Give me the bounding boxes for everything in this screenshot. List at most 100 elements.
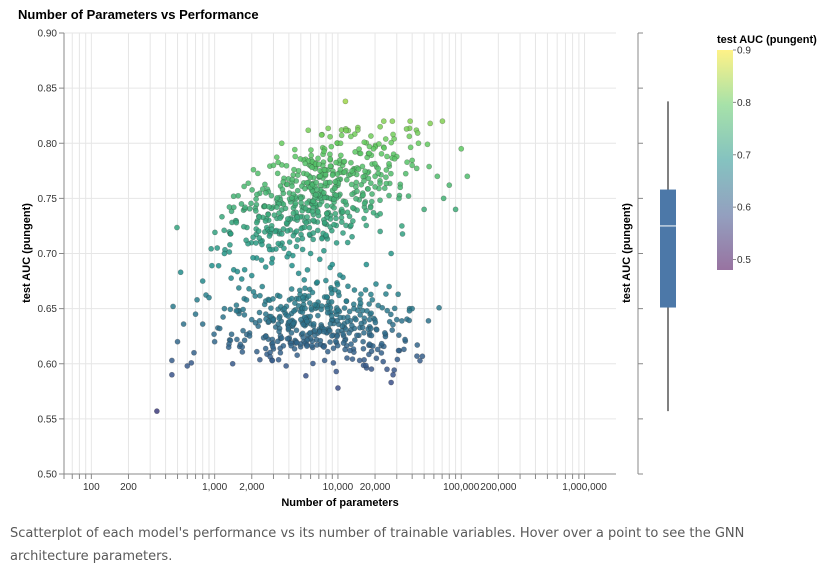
scatter-point[interactable] <box>391 367 398 373</box>
scatter-point[interactable] <box>306 300 313 306</box>
scatter-point[interactable] <box>440 195 447 202</box>
scatter-point[interactable] <box>326 179 333 186</box>
scatter-point[interactable] <box>321 328 327 335</box>
scatter-point[interactable] <box>276 328 282 335</box>
scatter-point[interactable] <box>310 320 317 327</box>
scatter-point[interactable] <box>341 169 348 176</box>
scatter-point[interactable] <box>332 178 339 185</box>
scatter-point[interactable] <box>362 286 369 293</box>
scatter-point[interactable] <box>390 131 396 138</box>
scatter-point[interactable] <box>360 345 367 352</box>
scatter-point[interactable] <box>252 208 259 214</box>
scatter-point[interactable] <box>300 321 307 328</box>
scatter-point[interactable] <box>317 337 324 344</box>
scatter-point[interactable] <box>417 357 423 364</box>
scatter-point[interactable] <box>406 317 413 324</box>
scatter-point[interactable] <box>280 226 287 232</box>
scatter-point[interactable] <box>386 160 392 167</box>
scatter-point[interactable] <box>227 241 233 248</box>
scatter-point[interactable] <box>240 223 247 230</box>
scatter-point[interactable] <box>388 250 395 257</box>
scatter-point[interactable] <box>405 193 412 199</box>
scatter-point[interactable] <box>368 198 375 205</box>
scatter-point[interactable] <box>170 303 176 310</box>
scatter-point[interactable] <box>302 305 309 312</box>
scatter-point[interactable] <box>330 345 337 352</box>
scatter-point[interactable] <box>388 379 395 386</box>
scatter-point[interactable] <box>354 188 360 195</box>
scatter-point[interactable] <box>268 305 274 312</box>
scatter-point[interactable] <box>233 219 240 226</box>
scatter-point[interactable] <box>366 150 373 157</box>
scatter-point[interactable] <box>375 302 382 309</box>
scatter-point[interactable] <box>351 305 357 312</box>
scatter-point[interactable] <box>396 195 402 202</box>
scatter-point[interactable] <box>349 233 355 240</box>
scatter-point[interactable] <box>320 247 327 254</box>
scatter-point[interactable] <box>315 155 321 162</box>
scatter-point[interactable] <box>262 181 268 188</box>
scatter-point[interactable] <box>381 185 388 192</box>
scatter-point[interactable] <box>168 357 175 364</box>
scatter-point[interactable] <box>265 203 272 210</box>
scatter-point[interactable] <box>357 150 364 157</box>
scatter-point[interactable] <box>262 264 269 270</box>
scatter-point[interactable] <box>372 183 378 190</box>
scatter-point[interactable] <box>184 363 191 369</box>
scatter-point[interactable] <box>321 166 328 173</box>
scatter-point[interactable] <box>368 348 375 355</box>
scatter-point[interactable] <box>384 307 391 314</box>
scatter-point[interactable] <box>327 339 333 345</box>
scatter-point[interactable] <box>326 151 333 158</box>
scatter-point[interactable] <box>334 281 341 288</box>
scatter-point[interactable] <box>414 130 421 136</box>
scatter-point[interactable] <box>366 316 373 323</box>
scatter-point[interactable] <box>286 239 293 245</box>
scatter-point[interactable] <box>421 206 428 213</box>
scatter-point[interactable] <box>338 219 345 226</box>
scatter-point[interactable] <box>368 133 374 139</box>
scatter-point[interactable] <box>238 276 245 282</box>
scatter-point[interactable] <box>377 210 384 217</box>
scatter-point[interactable] <box>262 218 269 224</box>
scatter-point[interactable] <box>313 179 320 186</box>
scatter-point[interactable] <box>384 366 390 373</box>
scatter-point[interactable] <box>240 327 246 334</box>
scatter-point[interactable] <box>302 205 309 212</box>
scatter-point[interactable] <box>359 163 366 170</box>
scatter-point[interactable] <box>354 127 361 133</box>
scatter-point[interactable] <box>256 356 263 363</box>
scatter-point[interactable] <box>348 341 354 348</box>
scatter-point[interactable] <box>325 125 332 132</box>
scatter-point[interactable] <box>414 353 420 360</box>
scatter-point[interactable] <box>295 270 302 277</box>
scatter-point[interactable] <box>446 182 453 189</box>
scatter-point[interactable] <box>297 195 304 202</box>
scatter-point[interactable] <box>269 255 276 262</box>
scatter-point[interactable] <box>377 197 383 204</box>
scatter-point[interactable] <box>270 316 277 323</box>
scatter-point[interactable] <box>192 311 199 318</box>
scatter-point[interactable] <box>366 143 373 150</box>
scatter-point[interactable] <box>248 316 255 323</box>
scatter-point[interactable] <box>248 200 254 207</box>
scatter-point[interactable] <box>323 232 329 238</box>
scatter-point[interactable] <box>304 214 311 220</box>
scatter-point[interactable] <box>308 305 315 311</box>
scatter-point[interactable] <box>407 118 414 125</box>
scatter-point[interactable] <box>311 327 318 334</box>
scatter-point[interactable] <box>290 210 297 217</box>
scatter-point[interactable] <box>321 148 327 155</box>
scatter-point[interactable] <box>288 342 295 349</box>
scatter-point[interactable] <box>352 149 359 155</box>
scatter-point[interactable] <box>332 286 338 293</box>
scatter-point[interactable] <box>344 209 351 216</box>
scatter-point[interactable] <box>355 166 362 173</box>
scatter-point[interactable] <box>342 346 348 353</box>
scatter-point[interactable] <box>375 141 382 147</box>
scatter-point[interactable] <box>194 296 200 303</box>
scatter-point[interactable] <box>191 349 197 356</box>
scatter-point[interactable] <box>302 160 309 167</box>
scatter-point[interactable] <box>458 145 465 152</box>
scatter-point[interactable] <box>321 344 327 350</box>
